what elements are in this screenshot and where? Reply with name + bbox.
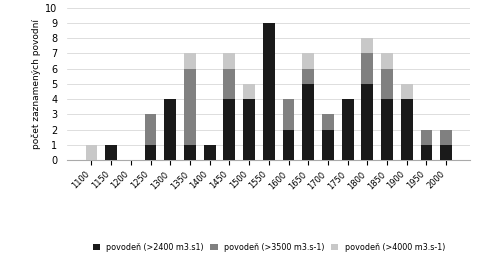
Bar <box>361 53 373 84</box>
Bar <box>302 53 314 69</box>
Bar <box>361 84 373 160</box>
Bar <box>224 99 235 160</box>
Bar <box>243 84 255 99</box>
Bar <box>144 145 156 160</box>
Bar <box>263 23 275 160</box>
Bar <box>401 99 413 160</box>
Bar <box>184 145 196 160</box>
Bar <box>144 114 156 145</box>
Bar <box>224 69 235 99</box>
Bar <box>401 84 413 99</box>
Legend: povodeň (>2400 m3.s1), povodeň (>3500 m3.s-1), povodeň (>4000 m3.s-1): povodeň (>2400 m3.s1), povodeň (>3500 m3… <box>93 243 445 252</box>
Bar <box>85 145 97 160</box>
Bar <box>381 53 393 69</box>
Y-axis label: počet zaznamených povodní: počet zaznamených povodní <box>32 19 41 149</box>
Bar <box>302 69 314 84</box>
Bar <box>322 130 334 160</box>
Bar <box>322 114 334 130</box>
Bar <box>361 38 373 53</box>
Bar <box>440 145 452 160</box>
Bar <box>420 145 432 160</box>
Bar <box>440 130 452 145</box>
Bar <box>243 99 255 160</box>
Bar <box>224 53 235 69</box>
Bar <box>164 99 176 160</box>
Bar <box>184 53 196 69</box>
Bar <box>184 69 196 145</box>
Bar <box>204 145 216 160</box>
Bar <box>302 84 314 160</box>
Bar <box>420 130 432 145</box>
Bar <box>381 99 393 160</box>
Bar <box>283 99 294 130</box>
Bar <box>381 69 393 99</box>
Bar <box>342 99 354 160</box>
Bar <box>283 130 294 160</box>
Bar <box>105 145 117 160</box>
